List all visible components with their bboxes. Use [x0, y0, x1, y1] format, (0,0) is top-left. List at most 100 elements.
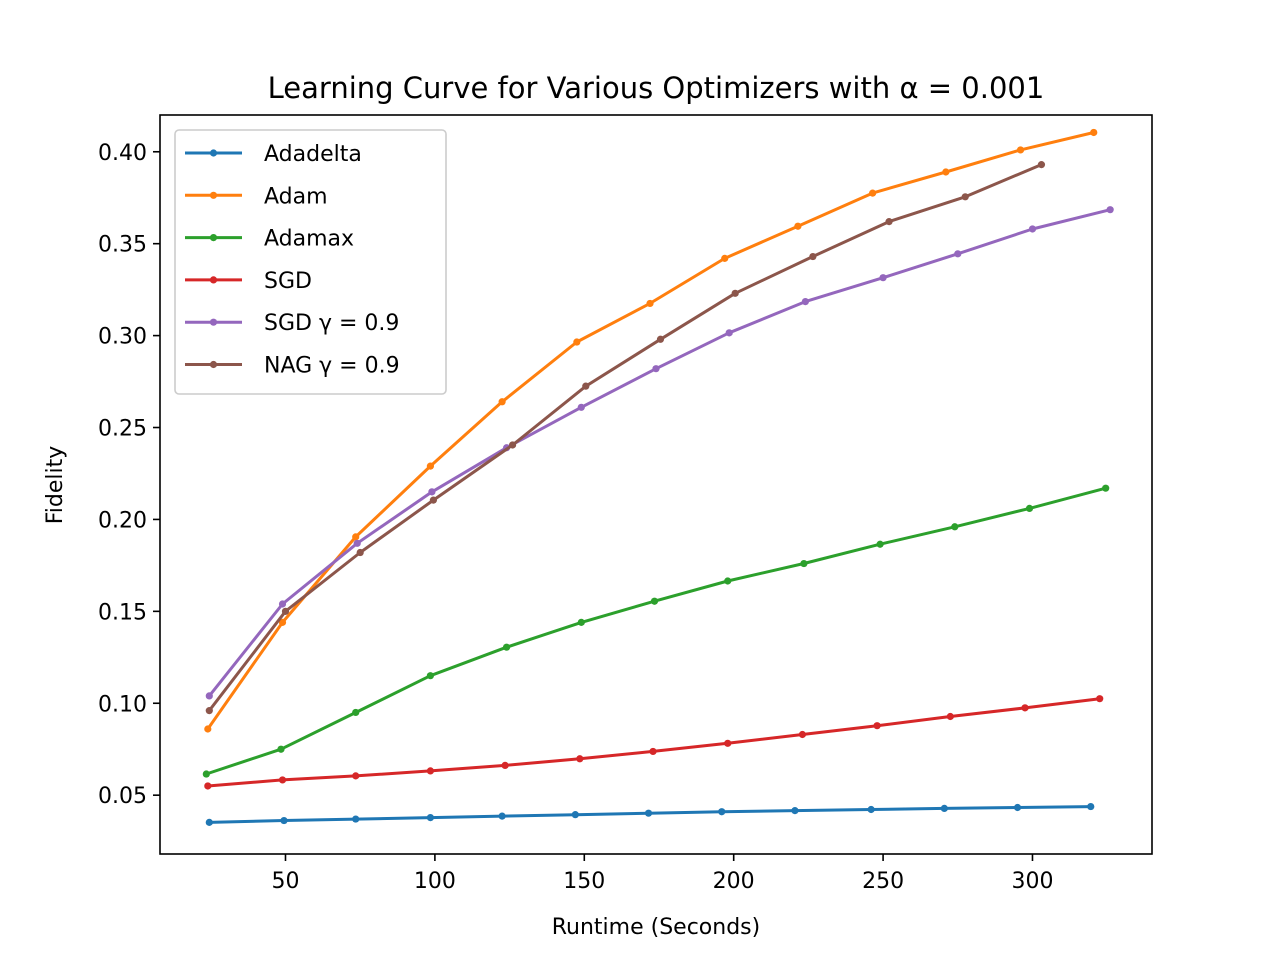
data-point-adadelta — [571, 811, 579, 819]
data-point-adamax — [1102, 484, 1110, 492]
legend-label-sgd-0-9: SGD γ = 0.9 — [264, 311, 399, 336]
data-point-adamax — [503, 643, 511, 651]
data-point-adam — [1016, 146, 1025, 154]
data-point-adadelta — [352, 815, 360, 823]
data-point-nag-0-9 — [508, 441, 517, 449]
data-point-adam — [942, 168, 950, 176]
data-point-nag-0-9 — [731, 289, 739, 297]
data-point-sgd-0-9 — [1106, 206, 1114, 214]
x-tick-label: 250 — [862, 869, 904, 894]
data-point-sgd-0-9 — [801, 297, 809, 306]
data-point-adam — [794, 222, 802, 230]
data-point-adam — [426, 462, 435, 470]
series-line-nag-0-9 — [208, 163, 1042, 712]
legend-marker-sgd-0-9 — [209, 318, 218, 326]
y-tick-label: 0.15 — [98, 600, 147, 625]
y-axis-label: Fidelity — [43, 446, 68, 525]
x-tick-label: 100 — [414, 869, 456, 894]
data-point-adam — [278, 618, 287, 626]
data-point-adamax — [650, 597, 659, 605]
legend-marker-adamax — [209, 234, 218, 242]
legend-items: Adadelta Adam Adamax SGD SGD γ = 0.9 NAG γ = … — [185, 142, 400, 379]
data-point-adam — [352, 533, 360, 541]
legend-label-sgd: SGD — [264, 269, 312, 294]
data-point-sgd-0-9 — [577, 403, 585, 411]
data-point-adadelta — [498, 812, 506, 820]
data-point-adam — [573, 338, 581, 346]
data-point-adadelta — [205, 818, 213, 826]
data-point-nag-0-9 — [429, 496, 437, 504]
data-point-sgd-0-9 — [428, 488, 436, 496]
data-point-adam — [869, 189, 877, 197]
data-point-sgd — [426, 767, 435, 775]
data-point-nag-0-9 — [885, 218, 893, 226]
data-point-adamax — [724, 577, 732, 585]
data-point-adamax — [352, 708, 360, 717]
legend-label-adadelta: Adadelta — [264, 142, 362, 167]
legend-label-nag-0-9: NAG γ = 0.9 — [264, 354, 400, 379]
x-axis: 50 100 150 200 250 300 — [271, 854, 1053, 894]
data-point-adadelta — [280, 816, 288, 825]
legend-marker-adadelta — [209, 149, 218, 157]
data-point-adam — [1090, 128, 1098, 137]
data-point-sgd-0-9 — [725, 329, 733, 337]
data-point-adadelta — [791, 807, 799, 815]
y-tick-label: 0.05 — [98, 784, 147, 809]
legend-label-adam: Adam — [264, 184, 328, 209]
data-point-sgd-0-9 — [879, 274, 887, 282]
data-point-adam — [498, 398, 506, 406]
y-tick-label: 0.30 — [98, 325, 147, 350]
data-point-adadelta — [718, 808, 726, 816]
y-tick-label: 0.40 — [98, 141, 147, 166]
data-point-sgd — [501, 761, 509, 769]
x-axis-label: Runtime (Seconds) — [552, 915, 760, 940]
data-point-sgd-0-9 — [954, 250, 962, 258]
data-point-adamax — [800, 559, 808, 568]
y-axis: 0.05 0.10 0.15 0.20 0.25 0.30 0.35 0.40 — [98, 141, 160, 809]
data-point-adamax — [577, 618, 585, 626]
data-point-sgd — [352, 772, 360, 780]
legend-marker-nag-0-9 — [209, 360, 218, 369]
data-point-adam — [204, 725, 212, 733]
data-point-sgd — [1021, 704, 1029, 712]
data-point-nag-0-9 — [356, 548, 364, 557]
data-point-adamax — [951, 523, 959, 531]
data-point-adadelta — [1087, 802, 1095, 811]
data-point-sgd-0-9 — [1028, 225, 1037, 233]
data-point-nag-0-9 — [809, 252, 817, 261]
data-point-sgd — [1096, 695, 1104, 703]
y-tick-label: 0.10 — [98, 692, 147, 717]
data-point-adadelta — [940, 804, 948, 813]
x-tick-label: 300 — [1011, 869, 1053, 894]
data-point-adadelta — [1013, 803, 1022, 812]
chart-title: Learning Curve for Various Optimizers wi… — [268, 71, 1045, 105]
data-point-adamax — [277, 745, 285, 753]
y-tick-label: 0.35 — [98, 233, 147, 258]
data-point-adam — [646, 299, 654, 308]
legend: Adadelta Adam Adamax SGD SGD γ = 0.9 NAG γ = … — [174, 129, 447, 395]
data-point-sgd — [946, 712, 954, 721]
data-point-adadelta — [867, 805, 875, 814]
data-point-nag-0-9 — [961, 193, 969, 201]
data-point-sgd-0-9 — [205, 692, 213, 700]
data-point-adamax — [1025, 504, 1034, 512]
y-tick-label: 0.25 — [98, 417, 147, 442]
data-point-nag-0-9 — [281, 607, 290, 615]
data-point-sgd — [649, 747, 657, 756]
data-point-sgd — [278, 776, 287, 784]
data-point-sgd — [576, 755, 584, 763]
legend-marker-adam — [209, 191, 218, 199]
data-point-sgd — [724, 739, 732, 747]
data-point-sgd — [798, 730, 807, 739]
data-point-adadelta — [644, 809, 653, 817]
data-point-sgd — [204, 782, 212, 790]
data-point-nag-0-9 — [1037, 161, 1046, 169]
data-point-adamax — [876, 540, 884, 548]
data-point-sgd-0-9 — [353, 539, 361, 547]
data-point-adam — [721, 254, 729, 262]
x-tick-label: 200 — [713, 869, 755, 894]
y-tick-label: 0.20 — [98, 508, 147, 533]
legend-marker-sgd — [209, 276, 218, 284]
legend-label-adamax: Adamax — [264, 227, 354, 252]
